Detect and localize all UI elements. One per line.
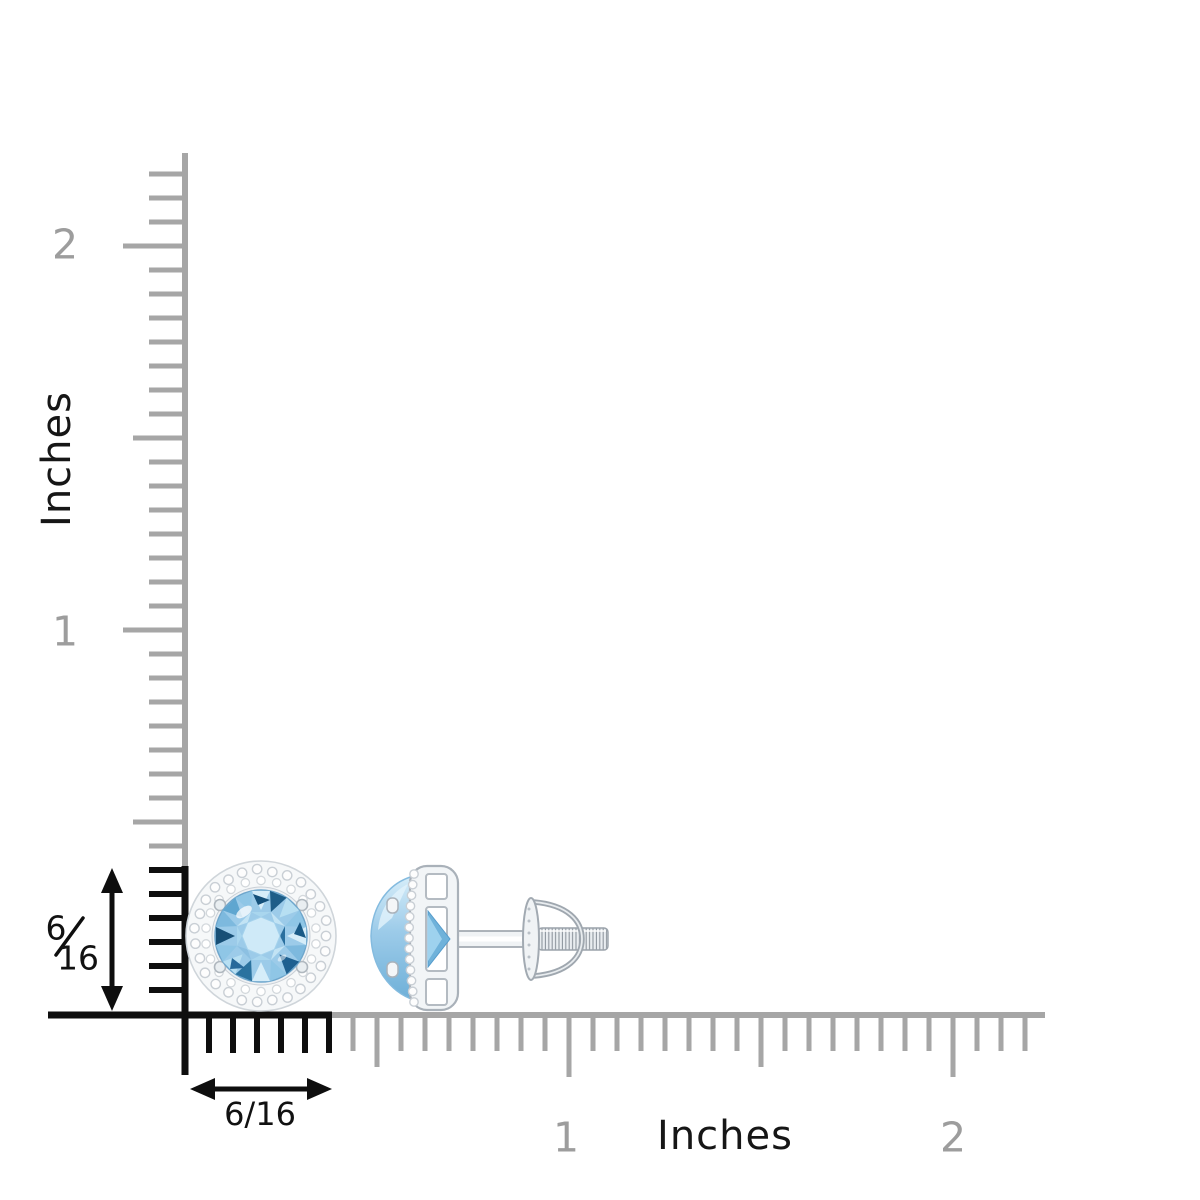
dimension-annotations (54, 868, 332, 1100)
horizontal-ruler-tick-label-1: 1 (552, 1113, 580, 1162)
height-dimension-numerator: 6 (45, 908, 67, 948)
height-dimension-denominator: 16 (57, 938, 99, 978)
horizontal-ruler-tick-label-2: 2 (939, 1113, 967, 1162)
front-view-earring (185, 860, 337, 1012)
horizontal-ruler-unit-label: Inches (657, 1113, 793, 1159)
vertical-ruler-tick-label-1: 1 (51, 607, 79, 656)
horizontal-ruler-measured-segment (48, 1011, 332, 1053)
vertical-ruler-tick-label-2: 2 (51, 220, 79, 269)
vertical-ruler (123, 153, 188, 866)
vertical-ruler-measured-segment (149, 866, 189, 1075)
horizontal-ruler (332, 1012, 1045, 1077)
width-dimension-label: 6/16 (224, 1095, 296, 1133)
vertical-ruler-unit-label: Inches (34, 391, 80, 527)
side-view-earring (370, 864, 609, 1012)
